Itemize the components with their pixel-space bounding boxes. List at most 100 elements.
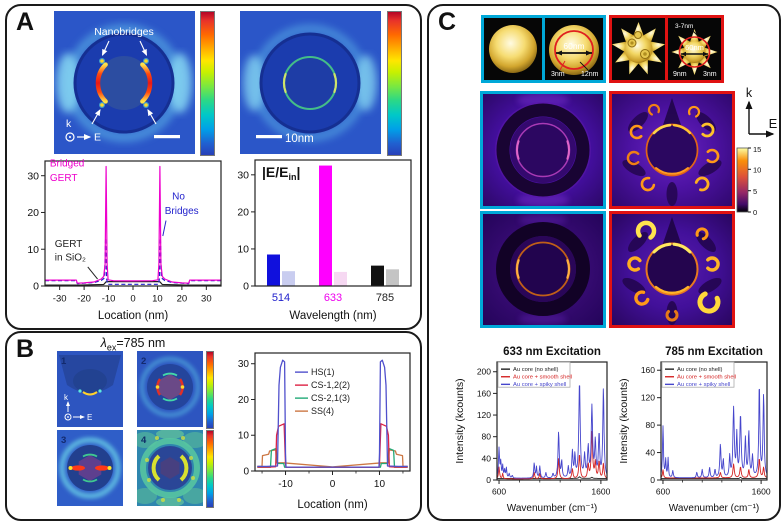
svg-text:Intensity (kcounts): Intensity (kcounts) (618, 378, 630, 463)
nanobridge-arrows (91, 40, 157, 125)
svg-text:CS-2,1(3): CS-2,1(3) (311, 393, 350, 403)
svg-text:Au core + smooth shell: Au core + smooth shell (513, 375, 572, 381)
smooth-map-633 (480, 91, 606, 209)
e-label: E (94, 132, 101, 144)
svg-text:k: k (64, 393, 69, 402)
kE-axes-annotation: k E (65, 118, 101, 144)
core-diameter-circle (554, 30, 594, 70)
svg-text:Au core (no shell): Au core (no shell) (513, 367, 558, 373)
excitation-title: λex=785 nm (100, 336, 166, 353)
field-map-no-bridges: 10nm (240, 11, 381, 154)
svg-text:30: 30 (238, 359, 250, 370)
svg-text:Au core + spiky shell: Au core + spiky shell (513, 382, 566, 388)
svg-text:Bridges: Bridges (165, 206, 199, 217)
hotspot-hooks (627, 220, 721, 322)
svg-text:80: 80 (482, 432, 492, 442)
raman-spectrum-633: 633 nm Excitation 0 40 80 120 160 200 600 1600 Wa… (454, 346, 611, 514)
k-label: k (66, 118, 72, 130)
svg-text:20: 20 (238, 395, 250, 406)
jet-colorbar (387, 11, 402, 156)
svg-text:0: 0 (243, 281, 249, 293)
spiky-particle-frame: 60nm 3-7nm 9nm 3nm (609, 15, 724, 83)
panel-c-label: C (438, 8, 457, 36)
svg-text:10: 10 (152, 294, 163, 305)
svg-text:633: 633 (324, 292, 342, 304)
svg-text:785 nm Excitation: 785 nm Excitation (665, 346, 763, 358)
svg-text:80: 80 (646, 420, 656, 430)
svg-text:Wavelength (nm): Wavelength (nm) (289, 310, 376, 322)
svg-text:0: 0 (753, 208, 757, 217)
field-map-bridged-gert: Nanobridges k E (54, 11, 195, 154)
panel-b-label: B (16, 335, 35, 363)
tile-number: 3 (61, 435, 66, 446)
spiky-shell-render-annotated: 60nm 3-7nm 9nm 3nm (668, 18, 721, 80)
jet-colorbar-small (206, 351, 214, 429)
svg-text:Wavenumber (cm⁻¹): Wavenumber (cm⁻¹) (669, 503, 759, 514)
core-diameter-circle (678, 36, 711, 68)
svg-text:1600: 1600 (591, 487, 610, 497)
jet-colorbar (200, 11, 215, 156)
svg-text:160: 160 (641, 365, 655, 375)
svg-text:|E/Ein|: |E/Ein| (262, 164, 300, 182)
svg-text:Au core + spiky shell: Au core + spiky shell (677, 382, 730, 388)
shell-label: 12nm (581, 71, 599, 78)
field-map-ss: 4 (137, 430, 203, 506)
kE-axes-annotation: k E (64, 393, 92, 422)
svg-text:160: 160 (477, 388, 491, 398)
spike-size-label: 3-7nm (675, 23, 693, 30)
panel-b: B λex=785 nm k E 1 (5, 331, 422, 521)
svg-text:600: 600 (492, 487, 506, 497)
panel-a-label: A (16, 8, 35, 36)
svg-text:Location (nm): Location (nm) (297, 499, 367, 511)
scale-bar (154, 135, 180, 139)
core-diameter-label: 60nm (685, 43, 704, 52)
gap-label: 9nm (673, 71, 687, 78)
svg-text:10: 10 (238, 431, 250, 442)
kE-axes-annotation: k E (745, 86, 778, 138)
svg-text:10: 10 (753, 166, 761, 175)
panel-a: A (5, 4, 422, 330)
field-map-cs12: 2 (137, 351, 203, 427)
svg-text:SS(4): SS(4) (311, 406, 334, 416)
tile-number: 4 (141, 435, 147, 446)
svg-text:20: 20 (237, 207, 249, 219)
svg-text:514: 514 (272, 292, 290, 304)
svg-text:-10: -10 (278, 479, 293, 490)
tile-number: 1 (61, 356, 67, 367)
svg-text:E: E (87, 413, 92, 422)
svg-text:Wavenumber (cm⁻¹): Wavenumber (cm⁻¹) (507, 503, 597, 514)
smooth-map-785 (480, 211, 606, 328)
spiky-map-633 (609, 91, 735, 209)
jet-colorbar-small (206, 430, 214, 508)
spiky-map-785 (609, 211, 735, 328)
svg-text:GERT: GERT (50, 173, 78, 184)
svg-text:0: 0 (486, 475, 491, 485)
field-map-cs21: 3 (57, 430, 123, 506)
svg-text:10: 10 (27, 244, 39, 256)
k-label: k (746, 86, 753, 100)
svg-text:20: 20 (27, 207, 39, 219)
smooth-particle-frame: 60nm 3nm 12nm (481, 15, 606, 83)
svg-text:0: 0 (33, 281, 39, 293)
svg-text:30: 30 (237, 169, 249, 181)
panel-c: C 60nm 3nm 12nm (427, 4, 781, 521)
gap-label: 3nm (551, 71, 565, 78)
svg-text:Location (nm): Location (nm) (98, 310, 168, 322)
lambda-symbol: λ (100, 336, 107, 350)
svg-text:0: 0 (243, 467, 249, 478)
e-label: E (769, 116, 778, 131)
svg-text:633 nm Excitation: 633 nm Excitation (503, 346, 601, 358)
svg-text:Au core + smooth shell: Au core + smooth shell (677, 375, 736, 381)
tile-number: 2 (141, 356, 146, 367)
nanobridges-caption: Nanobridges (94, 26, 154, 38)
nanobridge-spots (99, 58, 149, 108)
svg-text:20: 20 (177, 294, 188, 305)
svg-text:30: 30 (27, 170, 39, 182)
raman-spectrum-785: 785 nm Excitation 0 40 80 120 160 600 1600 Waven… (618, 346, 771, 514)
svg-text:785: 785 (376, 292, 394, 304)
scale-label: 10nm (285, 133, 314, 145)
svg-text:0: 0 (650, 475, 655, 485)
svg-text:Bridged: Bridged (50, 159, 84, 170)
